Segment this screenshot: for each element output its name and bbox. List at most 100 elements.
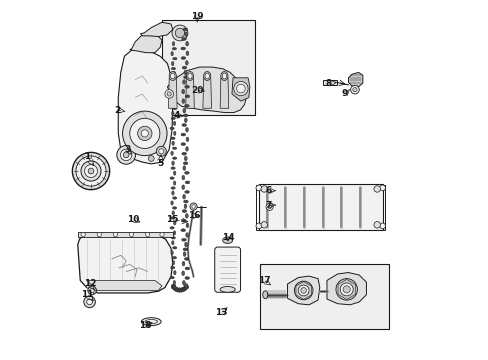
Circle shape <box>83 296 95 308</box>
Circle shape <box>350 85 359 94</box>
Ellipse shape <box>185 127 188 132</box>
Ellipse shape <box>173 71 175 76</box>
Ellipse shape <box>187 73 192 79</box>
Circle shape <box>129 232 133 237</box>
Ellipse shape <box>184 85 189 88</box>
Polygon shape <box>185 78 194 108</box>
Ellipse shape <box>172 147 176 149</box>
Bar <box>162 21 255 116</box>
Ellipse shape <box>183 114 187 117</box>
Ellipse shape <box>183 70 186 75</box>
Ellipse shape <box>185 41 188 46</box>
Ellipse shape <box>184 242 187 247</box>
Ellipse shape <box>172 284 175 289</box>
Ellipse shape <box>184 276 189 279</box>
Ellipse shape <box>172 57 177 60</box>
Circle shape <box>81 161 101 181</box>
Ellipse shape <box>182 185 184 189</box>
Ellipse shape <box>184 32 187 36</box>
Circle shape <box>86 299 92 305</box>
Circle shape <box>81 232 85 237</box>
Ellipse shape <box>183 166 185 170</box>
Text: 18: 18 <box>138 321 151 330</box>
Ellipse shape <box>172 91 174 96</box>
Circle shape <box>137 126 152 140</box>
Circle shape <box>72 152 109 190</box>
Polygon shape <box>203 78 211 108</box>
Bar <box>260 264 388 329</box>
Ellipse shape <box>171 67 175 70</box>
Circle shape <box>298 285 308 296</box>
Ellipse shape <box>181 57 185 59</box>
Ellipse shape <box>181 238 186 241</box>
Ellipse shape <box>181 37 186 40</box>
Circle shape <box>379 185 385 191</box>
Ellipse shape <box>185 267 189 270</box>
Ellipse shape <box>183 194 185 199</box>
Ellipse shape <box>183 252 185 256</box>
Circle shape <box>255 223 261 229</box>
Ellipse shape <box>170 77 174 80</box>
Circle shape <box>373 222 380 228</box>
Ellipse shape <box>181 219 185 222</box>
Polygon shape <box>86 280 162 291</box>
Ellipse shape <box>173 231 175 235</box>
Polygon shape <box>348 72 362 87</box>
Circle shape <box>352 87 356 92</box>
Ellipse shape <box>173 280 175 285</box>
Circle shape <box>175 28 184 38</box>
Ellipse shape <box>182 288 186 291</box>
Ellipse shape <box>182 271 184 275</box>
Text: 4: 4 <box>173 111 179 120</box>
Ellipse shape <box>203 72 210 81</box>
Circle shape <box>261 186 267 192</box>
Ellipse shape <box>184 104 189 107</box>
Ellipse shape <box>183 286 186 291</box>
Text: 19: 19 <box>190 12 203 21</box>
Ellipse shape <box>182 123 186 126</box>
Ellipse shape <box>185 137 188 142</box>
Ellipse shape <box>185 181 189 184</box>
Ellipse shape <box>176 287 179 292</box>
Ellipse shape <box>174 287 177 291</box>
Ellipse shape <box>171 240 174 245</box>
Ellipse shape <box>178 289 183 292</box>
Circle shape <box>343 286 349 293</box>
Circle shape <box>120 149 132 161</box>
Ellipse shape <box>171 284 176 287</box>
Circle shape <box>191 205 195 208</box>
Ellipse shape <box>170 251 173 255</box>
Text: 10: 10 <box>127 215 139 224</box>
Ellipse shape <box>176 288 181 291</box>
Ellipse shape <box>183 204 186 209</box>
Ellipse shape <box>185 60 188 65</box>
Ellipse shape <box>171 286 175 289</box>
Ellipse shape <box>169 72 176 81</box>
Ellipse shape <box>184 156 187 161</box>
Ellipse shape <box>172 97 176 100</box>
Ellipse shape <box>169 177 174 179</box>
Ellipse shape <box>173 181 176 185</box>
Ellipse shape <box>171 111 174 116</box>
Ellipse shape <box>183 28 187 31</box>
Ellipse shape <box>222 73 226 79</box>
Circle shape <box>117 145 135 164</box>
Circle shape <box>84 165 97 177</box>
Circle shape <box>190 203 197 210</box>
Ellipse shape <box>173 131 176 135</box>
Polygon shape <box>168 78 177 108</box>
Ellipse shape <box>182 152 186 155</box>
Ellipse shape <box>172 207 176 209</box>
Ellipse shape <box>170 137 175 140</box>
Ellipse shape <box>182 99 184 103</box>
Ellipse shape <box>185 213 188 218</box>
Ellipse shape <box>170 201 173 205</box>
Polygon shape <box>118 49 172 164</box>
Bar <box>258 184 382 230</box>
Ellipse shape <box>220 287 235 292</box>
Ellipse shape <box>172 107 177 110</box>
Ellipse shape <box>184 283 187 288</box>
Ellipse shape <box>174 288 179 291</box>
Ellipse shape <box>170 217 175 219</box>
Circle shape <box>379 223 385 229</box>
